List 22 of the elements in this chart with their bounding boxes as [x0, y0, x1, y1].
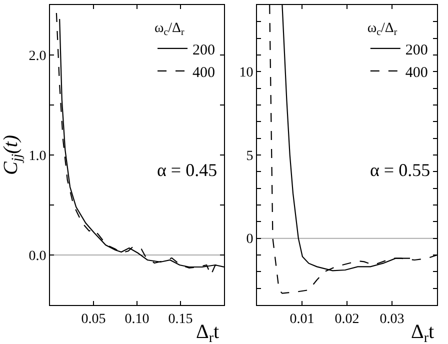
x-tick-label: 0.02	[334, 312, 360, 327]
legend-title: ω$_{c}$/Δ$_{r}$	[367, 21, 398, 38]
x-tick-label: 0.15	[168, 312, 193, 327]
annotation: α = 0.45	[157, 160, 218, 180]
legend-label: 200	[405, 42, 428, 58]
y-tick-label: 1.0	[28, 148, 46, 164]
y-tick-label: 10	[239, 66, 254, 81]
x-tick-label: 0.03	[380, 312, 404, 327]
legend-label: 400	[405, 64, 428, 81]
x-tick-label: 0.05	[81, 312, 106, 327]
legend-title: ω$_{c}$/Δ$_{r}$	[154, 21, 186, 38]
y-tick-label: 2.0	[28, 48, 46, 64]
y-tick-label: 0	[246, 232, 254, 248]
x-tick-label: 0.01	[290, 312, 314, 327]
x-axis-title: Δ$_{r}$t	[411, 321, 435, 344]
legend-label: 200	[192, 42, 216, 58]
legend-label: 400	[192, 64, 216, 81]
x-axis-title: Δ$_{r}$t	[196, 321, 220, 344]
y-tick-label: 0.0	[28, 248, 46, 264]
annotation: α = 0.55	[370, 160, 430, 180]
x-tick-label: 0.10	[124, 312, 150, 327]
y-tick-label: 5	[246, 148, 254, 164]
